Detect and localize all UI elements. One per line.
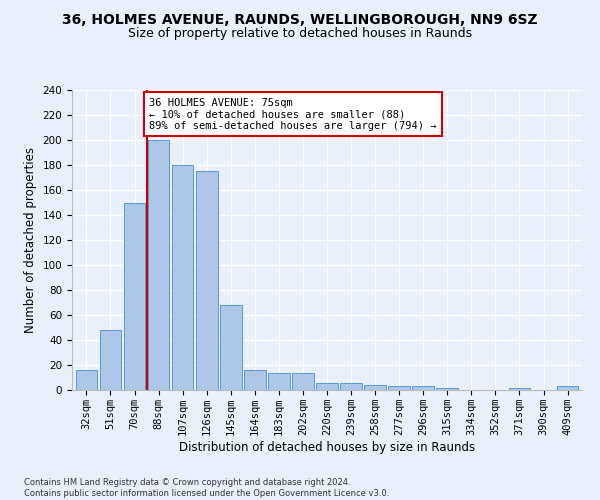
Bar xyxy=(220,305,242,390)
Bar xyxy=(436,388,458,390)
Bar xyxy=(412,386,434,390)
Bar xyxy=(172,165,193,390)
Text: 36 HOLMES AVENUE: 75sqm
← 10% of detached houses are smaller (88)
89% of semi-de: 36 HOLMES AVENUE: 75sqm ← 10% of detache… xyxy=(149,98,436,130)
Bar xyxy=(124,202,145,390)
Bar xyxy=(76,370,97,390)
Bar xyxy=(509,388,530,390)
Bar xyxy=(364,385,386,390)
Y-axis label: Number of detached properties: Number of detached properties xyxy=(24,147,37,333)
Bar xyxy=(316,382,338,390)
Bar xyxy=(196,171,218,390)
Bar xyxy=(340,382,362,390)
Bar xyxy=(100,330,121,390)
Bar xyxy=(388,386,410,390)
Text: Contains HM Land Registry data © Crown copyright and database right 2024.
Contai: Contains HM Land Registry data © Crown c… xyxy=(24,478,389,498)
X-axis label: Distribution of detached houses by size in Raunds: Distribution of detached houses by size … xyxy=(179,440,475,454)
Bar xyxy=(557,386,578,390)
Bar xyxy=(244,370,266,390)
Bar xyxy=(268,372,290,390)
Bar xyxy=(148,140,169,390)
Text: Size of property relative to detached houses in Raunds: Size of property relative to detached ho… xyxy=(128,28,472,40)
Text: 36, HOLMES AVENUE, RAUNDS, WELLINGBOROUGH, NN9 6SZ: 36, HOLMES AVENUE, RAUNDS, WELLINGBOROUG… xyxy=(62,12,538,26)
Bar xyxy=(292,372,314,390)
